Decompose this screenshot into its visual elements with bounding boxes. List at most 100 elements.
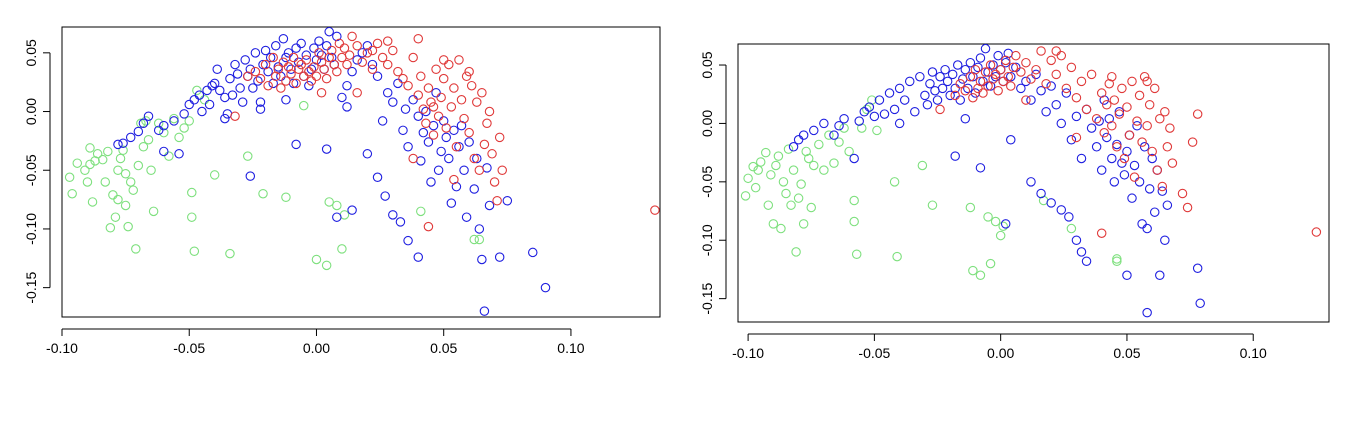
point-blue (940, 64, 950, 75)
point-blue (212, 64, 222, 75)
scatter-plot-left-canvas: -0.10 -0.05 0.00 0.05 0.10 -0.15 -0.10 -0.05 0.0… (23, 26, 661, 356)
point-red (988, 74, 998, 84)
point-green (243, 151, 253, 161)
point-red (1112, 142, 1122, 152)
point-blue (377, 116, 388, 126)
point-green (64, 172, 75, 183)
point-red (260, 59, 271, 70)
point-red (1117, 83, 1127, 94)
point-blue (980, 43, 991, 54)
point-green (133, 160, 144, 171)
point-red (1162, 142, 1173, 152)
point-blue (1016, 83, 1026, 94)
point-blue (189, 95, 200, 105)
point-red (1099, 128, 1109, 138)
point-green (100, 177, 111, 187)
point-blue (988, 60, 998, 70)
y-tick-label: 0.05 (23, 39, 39, 66)
point-red (367, 64, 378, 75)
point-red (1142, 121, 1152, 131)
point-red (334, 38, 345, 49)
point-blue (1132, 121, 1142, 131)
point-blue (809, 125, 819, 136)
point-red (494, 132, 505, 143)
point-blue (1129, 160, 1140, 171)
point-red (444, 59, 454, 70)
point-blue (1127, 193, 1137, 203)
point-red (278, 57, 289, 67)
point-red (311, 71, 322, 82)
point-blue (451, 181, 462, 192)
point-red (446, 102, 457, 112)
point-red (935, 104, 945, 115)
point-red (423, 221, 434, 232)
point-blue (179, 109, 189, 119)
point-green (311, 254, 322, 265)
point-green (187, 187, 197, 198)
point-red (436, 92, 446, 103)
point-green (174, 132, 184, 143)
point-red (1160, 106, 1170, 117)
point-red (1031, 64, 1041, 75)
point-red (1076, 76, 1087, 87)
point-blue (1091, 142, 1102, 152)
point-blue (260, 45, 271, 56)
point-red (1081, 104, 1092, 115)
point-blue (879, 109, 890, 119)
point-green (184, 116, 194, 126)
point-green (829, 158, 839, 168)
point-green (416, 206, 426, 217)
point-blue (932, 95, 943, 105)
point-blue (1036, 188, 1046, 199)
point-green (281, 192, 291, 202)
point-blue (309, 43, 319, 53)
point-blue (1122, 270, 1132, 281)
point-green (766, 170, 776, 180)
point-red (388, 45, 398, 56)
point-red (324, 52, 334, 63)
point-green (146, 165, 156, 175)
point-blue (1160, 235, 1170, 245)
point-red (301, 55, 312, 65)
point-red (1107, 71, 1117, 82)
point-blue (255, 97, 266, 107)
point-blue (469, 184, 479, 194)
point-blue (819, 118, 829, 129)
y-tick-label: -0.15 (23, 271, 39, 303)
point-green (179, 123, 189, 133)
point-red (1051, 69, 1061, 80)
point-red (487, 149, 497, 159)
point-green (199, 95, 210, 105)
point-blue (869, 111, 880, 122)
point-blue (1142, 307, 1152, 318)
point-green (889, 177, 900, 187)
point-red (398, 73, 408, 84)
point-red (263, 80, 273, 91)
point-blue (1192, 263, 1203, 274)
point-blue (910, 106, 920, 117)
point-red (1036, 46, 1046, 56)
point-blue (474, 224, 485, 234)
point-green (258, 188, 268, 199)
point-red (255, 73, 266, 84)
point-red (1122, 102, 1132, 112)
point-blue (1149, 207, 1160, 217)
point-blue (332, 31, 342, 42)
point-blue (444, 153, 454, 164)
point-red (950, 90, 960, 101)
point-blue (864, 102, 875, 112)
point-blue (245, 64, 256, 75)
point-red (438, 55, 449, 65)
point-red (288, 52, 299, 63)
point-blue (540, 282, 551, 293)
point-red (449, 174, 459, 185)
point-blue (975, 53, 986, 63)
point-green (786, 200, 796, 210)
point-green (298, 100, 309, 111)
point-red (230, 111, 240, 121)
point-blue (433, 165, 444, 175)
point-green (120, 200, 131, 211)
point-red (418, 104, 429, 114)
point-blue (118, 138, 128, 148)
point-blue (304, 80, 314, 91)
